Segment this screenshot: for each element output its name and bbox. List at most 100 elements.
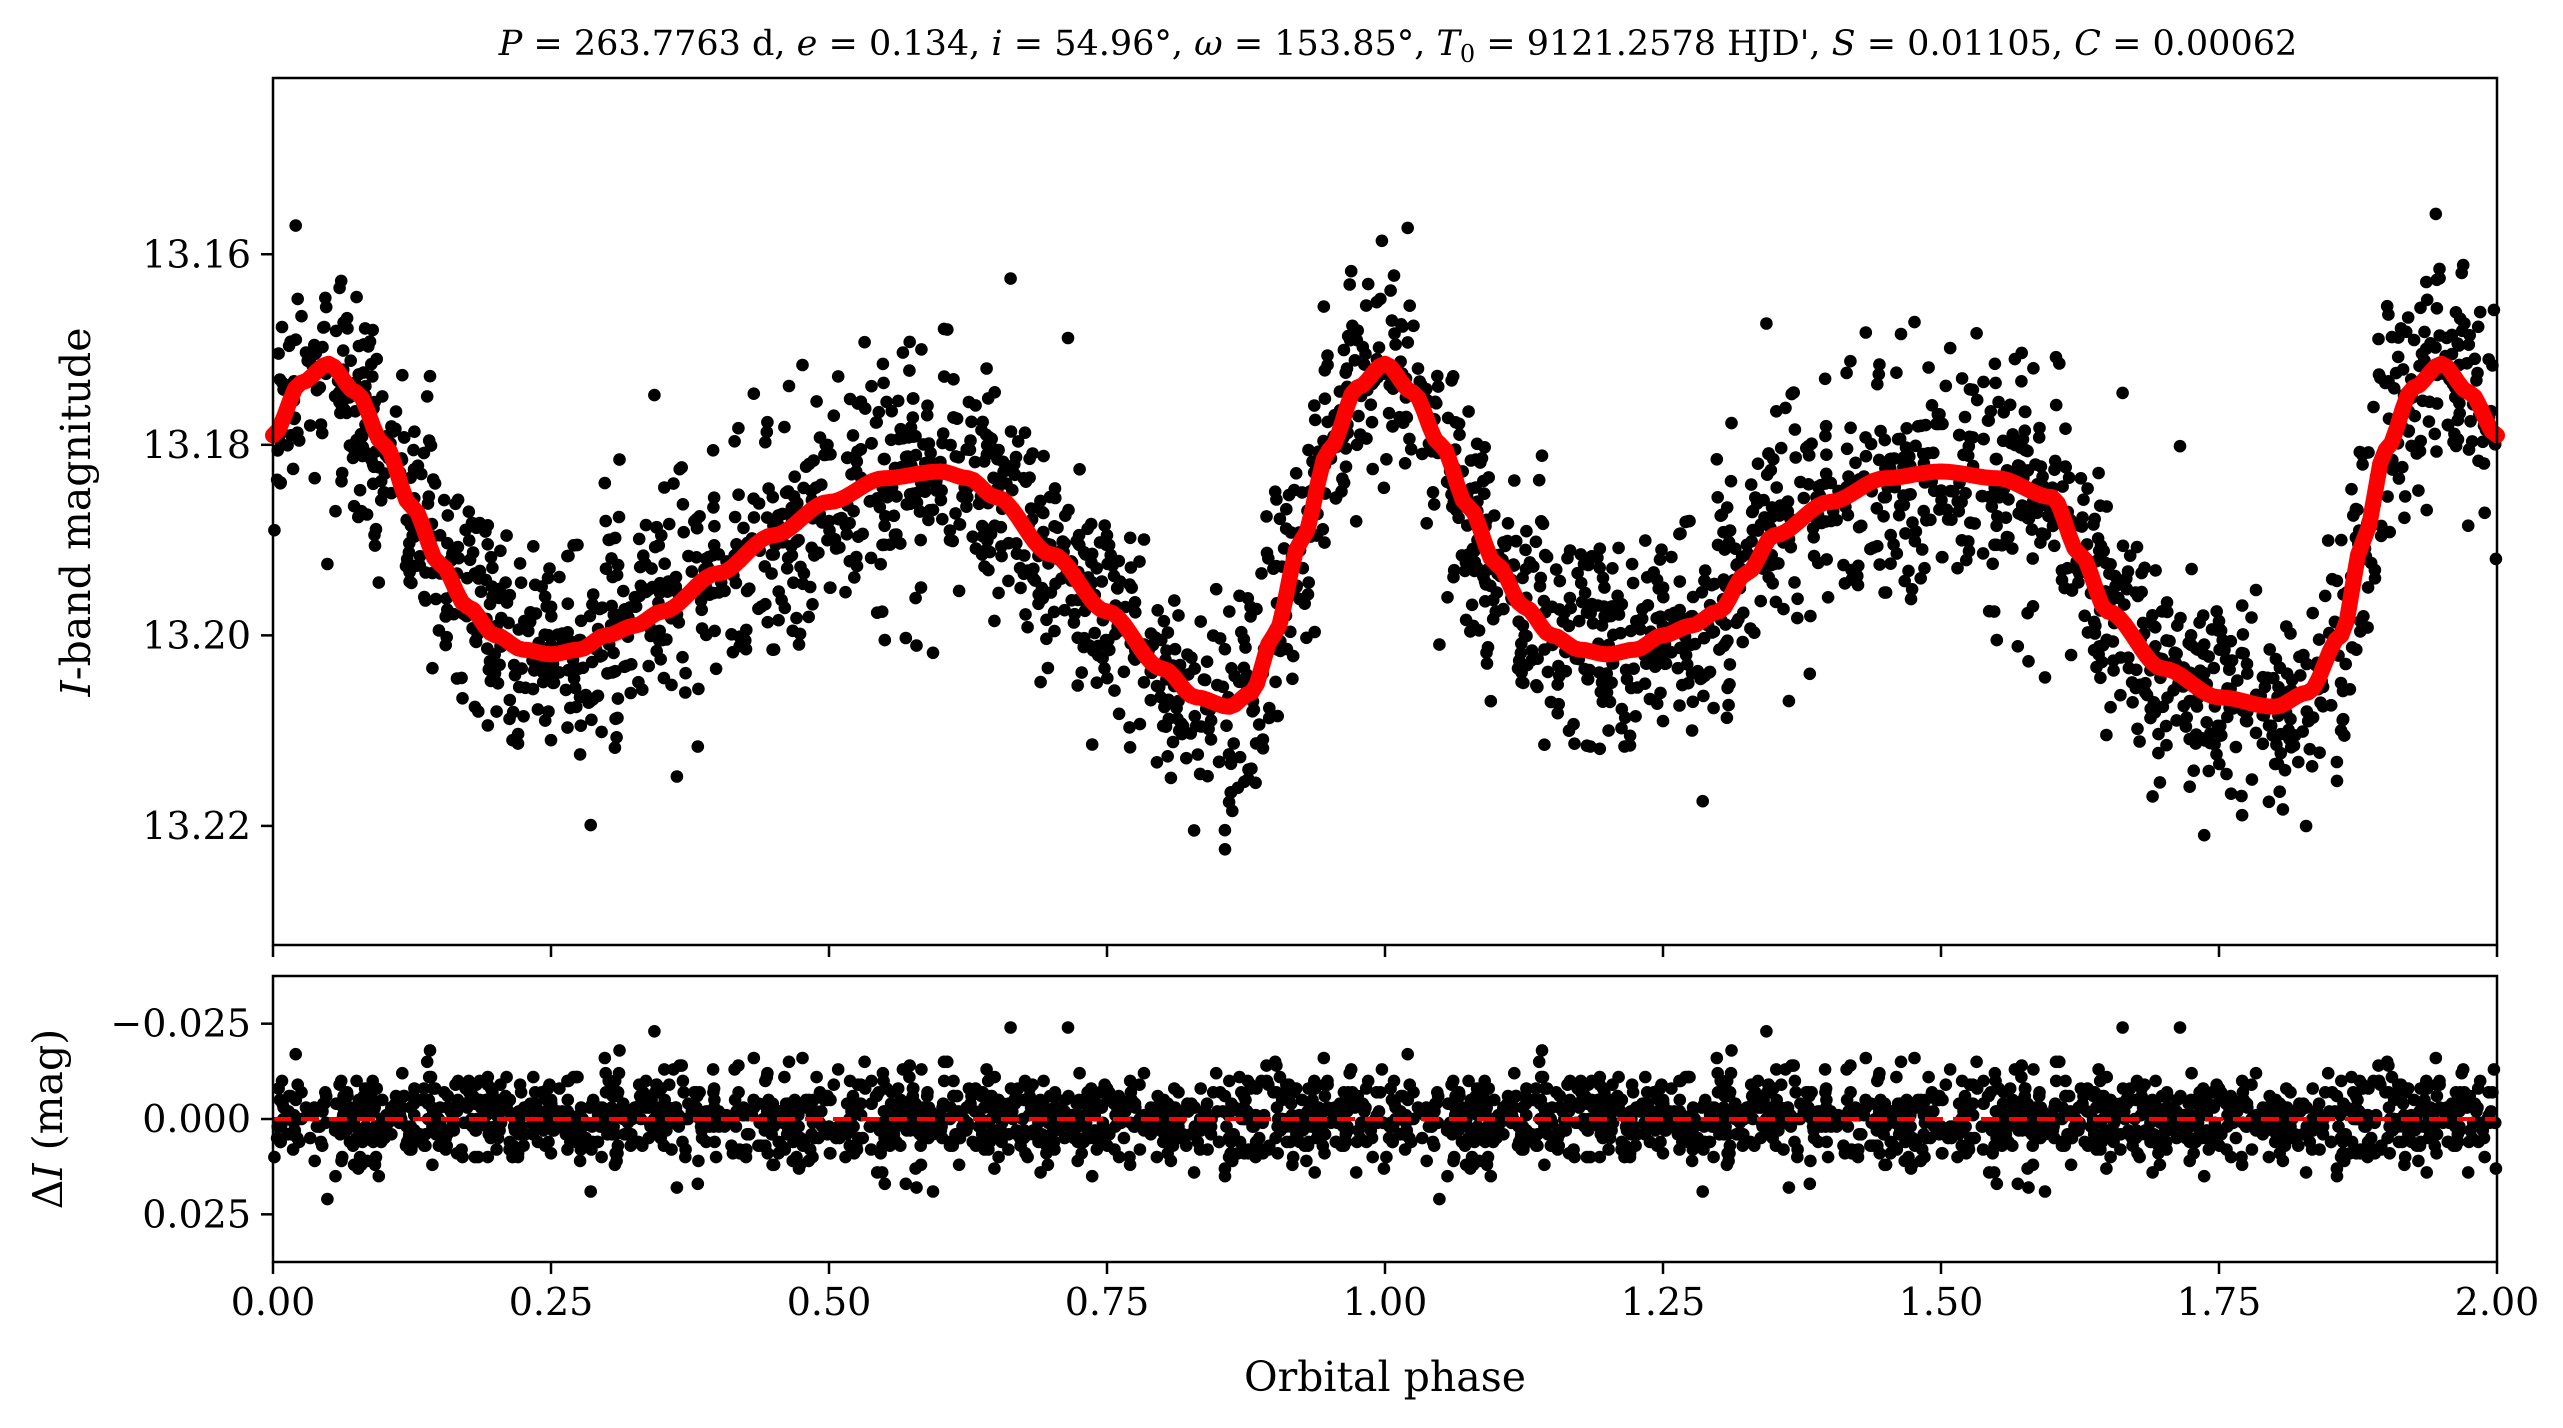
data-point xyxy=(739,634,752,647)
data-point xyxy=(2314,696,2327,709)
data-point xyxy=(1535,449,1549,463)
residual-point xyxy=(2487,1063,2501,1076)
residual-point xyxy=(2263,1089,2276,1103)
data-point xyxy=(1308,399,1321,412)
data-point xyxy=(1034,589,1047,603)
data-point xyxy=(632,675,645,689)
data-point xyxy=(2193,616,2206,629)
data-point xyxy=(321,557,334,571)
data-point xyxy=(1049,491,1062,505)
data-point xyxy=(545,610,558,623)
data-point xyxy=(1578,662,1591,676)
data-point xyxy=(2422,415,2436,428)
data-point xyxy=(725,628,738,641)
data-point xyxy=(1966,383,1980,397)
residual-point xyxy=(366,1074,380,1088)
data-point xyxy=(1018,426,1032,440)
residual-point xyxy=(1255,1074,1268,1088)
data-point xyxy=(2106,635,2120,648)
data-point xyxy=(728,510,742,524)
residual-point xyxy=(1494,1116,1507,1130)
data-point xyxy=(1212,755,1226,769)
data-point xyxy=(2159,719,2173,733)
residual-point xyxy=(1372,1105,1386,1118)
data-point xyxy=(956,490,969,503)
residual-point xyxy=(468,1150,482,1164)
data-point xyxy=(1085,556,1098,569)
data-point xyxy=(1302,576,1315,589)
data-point xyxy=(2419,342,2433,356)
residual-point xyxy=(831,1063,845,1076)
data-point xyxy=(2263,643,2276,656)
data-point xyxy=(1478,595,1492,608)
data-point xyxy=(903,364,916,377)
data-point xyxy=(1819,429,1832,443)
data-point xyxy=(1027,572,1040,585)
data-point xyxy=(1931,408,1945,421)
data-point xyxy=(854,395,868,409)
residual-point xyxy=(1489,1131,1503,1145)
data-point xyxy=(1760,317,1773,330)
data-point xyxy=(1398,457,1412,470)
data-point xyxy=(1209,582,1223,596)
data-point xyxy=(420,390,434,403)
residual-point xyxy=(353,1150,367,1164)
data-point xyxy=(2212,614,2226,628)
residual-point xyxy=(2149,1074,2162,1088)
data-point xyxy=(632,532,646,546)
data-point xyxy=(1112,707,1126,721)
data-point xyxy=(1256,742,1270,755)
data-point xyxy=(2126,696,2139,709)
residual-point xyxy=(538,1120,551,1133)
data-point xyxy=(2229,740,2243,754)
residual-point xyxy=(1384,1082,1397,1095)
data-point xyxy=(1170,701,1183,715)
data-point xyxy=(2445,328,2459,342)
residual-point xyxy=(1014,1139,1027,1152)
data-point xyxy=(831,370,845,383)
data-point xyxy=(1223,605,1236,618)
data-point xyxy=(969,542,983,555)
data-point xyxy=(2339,657,2352,671)
data-point xyxy=(1686,695,1700,709)
data-point xyxy=(1095,575,1109,588)
data-point xyxy=(652,539,666,552)
data-point xyxy=(2430,445,2443,458)
data-point xyxy=(813,431,827,444)
residual-point xyxy=(277,1101,290,1114)
residual-point xyxy=(291,1078,305,1091)
data-point xyxy=(926,646,940,660)
residual-point xyxy=(1209,1066,1223,1080)
data-point xyxy=(1820,448,1833,462)
residual-point xyxy=(1713,1128,1726,1141)
residual-point xyxy=(1685,1154,1699,1168)
residual-point xyxy=(1821,1150,1835,1164)
data-point xyxy=(1572,614,1586,628)
residual-point xyxy=(2093,1074,2107,1088)
residual-point xyxy=(481,1150,495,1164)
data-point xyxy=(1593,561,1606,575)
data-point xyxy=(2372,332,2385,346)
data-point xyxy=(691,740,705,753)
data-point xyxy=(1233,750,1247,764)
data-point xyxy=(2449,306,2463,319)
residual-point xyxy=(1760,1025,1773,1038)
residual-point xyxy=(444,1105,458,1118)
data-point xyxy=(1703,665,1717,679)
data-point xyxy=(1348,354,1362,367)
residual-point xyxy=(781,1097,795,1110)
data-point xyxy=(802,610,815,624)
data-point xyxy=(1187,824,1201,837)
data-point xyxy=(907,392,920,405)
data-point xyxy=(455,671,468,685)
data-point xyxy=(2300,705,2314,718)
data-point xyxy=(368,539,382,552)
residual-point xyxy=(1855,1128,1868,1141)
data-point xyxy=(1044,586,1058,599)
data-point xyxy=(1936,550,1949,564)
data-point xyxy=(1656,714,1670,728)
residual-point xyxy=(1529,1082,1543,1095)
residual-point xyxy=(1844,1086,1857,1099)
data-point xyxy=(1696,794,1709,808)
